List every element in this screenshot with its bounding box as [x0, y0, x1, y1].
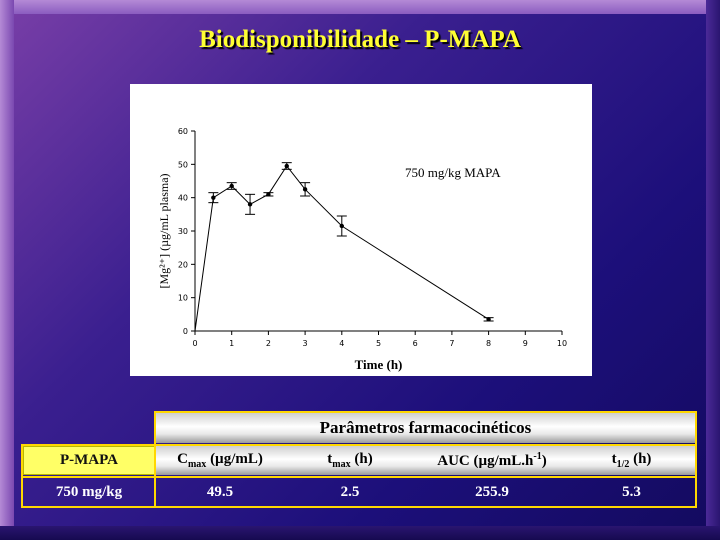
x-tick-label: 4: [339, 339, 344, 348]
y-tick-label: 0: [183, 327, 188, 336]
x-tick-label: 10: [557, 339, 567, 348]
y-tick-label: 60: [178, 127, 188, 136]
table-rule-header: [21, 444, 697, 446]
x-tick-label: 5: [376, 339, 381, 348]
table-row-header-label: P-MAPA: [59, 452, 119, 468]
data-point: [229, 183, 234, 189]
slide-frame-left: [0, 0, 14, 540]
data-point: [266, 192, 271, 197]
table-col-header-cmax: Cmax (µg/mL): [156, 446, 284, 475]
slide-frame-right: [706, 0, 720, 540]
data-point: [284, 163, 289, 169]
y-tick-label: 40: [178, 194, 188, 203]
concentration-time-chart: 0 1 2 3 4 5 6 7 8 9 10 0 10 20 30 40 50 60 Time (h) [Mg²⁺] …: [157, 127, 567, 372]
table-rule-mid: [21, 476, 697, 478]
table-rule-left: [21, 444, 23, 508]
data-point: [339, 223, 344, 229]
x-tick-label: 6: [413, 339, 418, 348]
y-tick-label: 50: [178, 160, 188, 169]
table-row-header-cell: P-MAPA: [23, 446, 155, 475]
col-auc-label: AUC (µg/mL.h-1): [437, 451, 547, 469]
chart-annotation: 750 mg/kg MAPA: [405, 165, 501, 180]
table-group-header: Parâmetros farmacocinéticos: [156, 413, 695, 443]
x-tick-label: 0: [192, 339, 197, 348]
table-group-header-label: Parâmetros farmacocinéticos: [319, 418, 532, 437]
data-point: [211, 195, 216, 200]
row-label-text: 750 mg/kg: [55, 483, 123, 500]
x-axis-label: Time (h): [355, 357, 403, 372]
data-point: [486, 317, 491, 322]
x-tick-label: 1: [229, 339, 234, 348]
table-value-thalf: 5.3: [622, 483, 641, 500]
y-tick-label: 10: [178, 294, 188, 303]
x-tick-label: 3: [303, 339, 308, 348]
table-rule-right: [695, 411, 697, 508]
table-value-cmax: 49.5: [206, 483, 234, 500]
table-rule-split: [154, 411, 156, 508]
table-col-header-auc: AUC (µg/mL.h-1): [416, 446, 568, 475]
x-tick-label: 2: [266, 339, 271, 348]
slide-frame-top: [0, 0, 720, 14]
slide-frame-bottom: [0, 526, 720, 540]
y-tick-label: 30: [178, 227, 188, 236]
table-col-header-thalf: t1/2 (h): [568, 446, 695, 475]
x-tick-label: 7: [449, 339, 454, 348]
table-value-tmax: 2.5: [340, 483, 360, 500]
slide-title: Biodisponibilidade – P-MAPA: [199, 26, 521, 53]
y-tick-label: 20: [178, 260, 188, 269]
data-point: [302, 187, 308, 192]
table-col-header-tmax: tmax (h): [284, 446, 416, 475]
col-tmax-label: tmax (h): [327, 451, 373, 470]
data-point: [247, 202, 253, 207]
col-cmax-label: Cmax (µg/mL): [177, 451, 263, 470]
table-row-label: 750 mg/kg: [23, 478, 155, 506]
x-tick-label: 8: [486, 339, 491, 348]
chart-panel: 0 1 2 3 4 5 6 7 8 9 10 0 10 20 30 40 50 60 Time (h) [Mg²⁺] …: [130, 84, 592, 376]
table-rule-bottom: [21, 506, 697, 508]
table-value-auc: 255.9: [475, 483, 509, 500]
x-tick-label: 9: [523, 339, 528, 348]
y-axis-label: [Mg²⁺] (µg/mL plasma): [157, 173, 171, 288]
series-line: [194, 165, 489, 332]
table-rule-top: [154, 411, 697, 413]
col-thalf-label: t1/2 (h): [611, 451, 652, 470]
